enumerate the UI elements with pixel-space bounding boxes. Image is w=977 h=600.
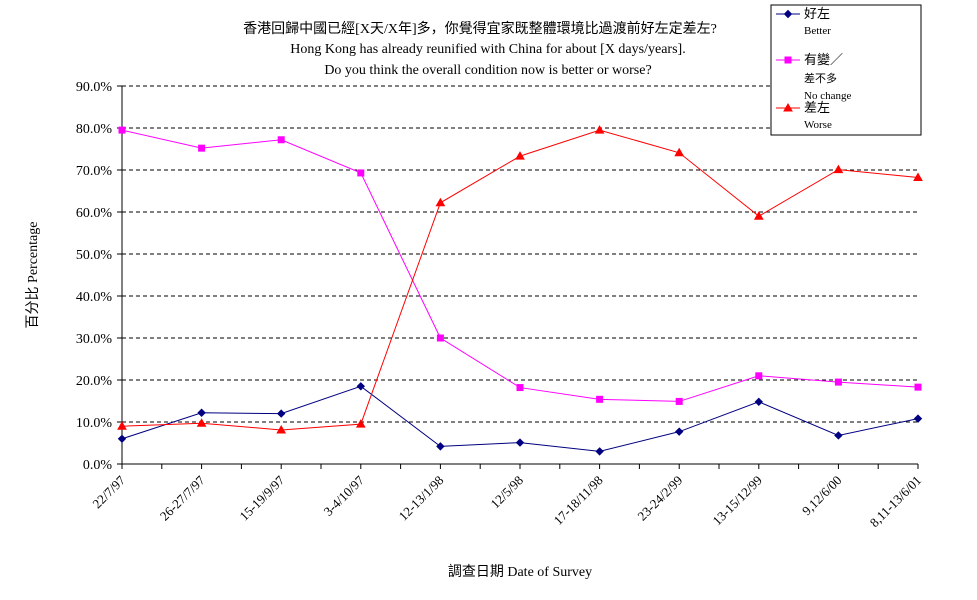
y-tick-label: 50.0% [76, 248, 113, 263]
x-axis: 22/7/97 26-27/7/97 15-19/9/97 3-4/10/97 12-1… [89, 463, 925, 531]
x-tick-label: 22/7/97 [89, 472, 128, 511]
x-tick-label: 8,11-13/6/01 [867, 473, 925, 531]
y-axis: 0.0% 10.0% 20.0% 30.0% 40.0% 50.0% 60.0% 70.0% 8… [76, 80, 123, 473]
x-tick-label: 12-13/1/98 [396, 473, 447, 524]
y-tick-label: 90.0% [76, 80, 113, 95]
data-point [834, 378, 842, 386]
x-tick-label: 23-24/2/99 [634, 473, 685, 524]
chart-title: 香港回歸中國已經[X天/X年]多，你覺得宜家既整體環境比過渡前好左定差左? Ho… [243, 20, 717, 78]
legend-label: Worse [804, 119, 832, 131]
data-point [436, 442, 445, 451]
y-tick-label: 10.0% [76, 416, 113, 431]
data-point [276, 424, 287, 434]
data-point [198, 144, 206, 152]
legend-label: Better [804, 25, 831, 37]
y-tick-label: 0.0% [83, 458, 113, 473]
y-tick-label: 40.0% [76, 290, 113, 305]
x-tick-label: 17-18/11/98 [551, 473, 606, 528]
y-tick-label: 20.0% [76, 374, 113, 389]
data-point [595, 447, 604, 456]
data-point [914, 383, 922, 391]
data-point [754, 397, 764, 407]
data-point [117, 421, 127, 430]
chart-title-line-1: 香港回歸中國已經[X天/X年]多，你覺得宜家既整體環境比過渡前好左定差左? [243, 20, 717, 37]
data-point [276, 409, 286, 418]
data-point [356, 382, 366, 391]
x-tick-label: 26-27/7/97 [157, 472, 208, 523]
data-point [357, 169, 365, 177]
y-tick-label: 60.0% [76, 206, 113, 221]
data-point [834, 431, 843, 440]
data-point [755, 372, 763, 380]
y-axis-title: 百分比 Percentage [25, 222, 41, 329]
legend-entry-2: 有變／ 差不多 No change [776, 52, 851, 102]
data-point [515, 151, 525, 160]
legend-label: 差左 [804, 100, 830, 115]
legend-label: 好左 [804, 6, 830, 21]
data-point [355, 419, 366, 428]
data-point [117, 434, 127, 444]
x-tick-label: 15-19/9/97 [236, 472, 287, 523]
series-group [117, 125, 923, 456]
x-axis-title: 調查日期 Date of Survey [448, 564, 592, 580]
x-tick-label: 12/5/98 [487, 473, 526, 512]
data-point [197, 408, 206, 417]
data-point [516, 384, 524, 392]
legend-swatch-marker [783, 9, 793, 19]
chart-title-line-3: Do you think the overall condition now i… [324, 63, 651, 78]
y-tick-label: 80.0% [76, 122, 113, 137]
data-point [596, 395, 604, 403]
data-point [594, 125, 605, 134]
data-point [277, 136, 285, 144]
chart-title-line-2: Hong Kong has already reunified with Chi… [290, 42, 685, 57]
legend-label: 有變／ [804, 52, 843, 67]
x-tick-label: 9,12/6/00 [799, 473, 845, 519]
data-point [674, 147, 685, 157]
plot-area [122, 86, 918, 464]
legend-entry-3: 差左 Worse [776, 100, 832, 131]
data-point [515, 438, 525, 447]
data-point [753, 211, 764, 220]
data-point [196, 418, 207, 427]
legend-swatch-marker [783, 102, 793, 112]
data-point [833, 164, 844, 174]
data-point [913, 414, 923, 423]
data-point [118, 126, 126, 134]
legend-label: No change [804, 90, 851, 102]
x-tick-label: 13-15/12/99 [709, 473, 765, 529]
series-3 [117, 125, 923, 434]
legend-swatch-marker [784, 56, 792, 64]
y-tick-label: 30.0% [76, 332, 113, 347]
data-point [675, 397, 683, 405]
series-2 [118, 126, 922, 405]
x-tick-label: 3-4/10/97 [321, 472, 368, 519]
data-point [674, 427, 684, 436]
data-point [436, 334, 444, 342]
legend-label: 差不多 [804, 71, 837, 85]
legend-box [770, 4, 922, 136]
plot-background [122, 86, 918, 464]
y-tick-label: 70.0% [76, 164, 113, 179]
data-point [435, 197, 446, 207]
data-point [913, 172, 923, 182]
legend-entry-1: 好左 Better [776, 6, 831, 37]
series-1 [117, 382, 923, 456]
